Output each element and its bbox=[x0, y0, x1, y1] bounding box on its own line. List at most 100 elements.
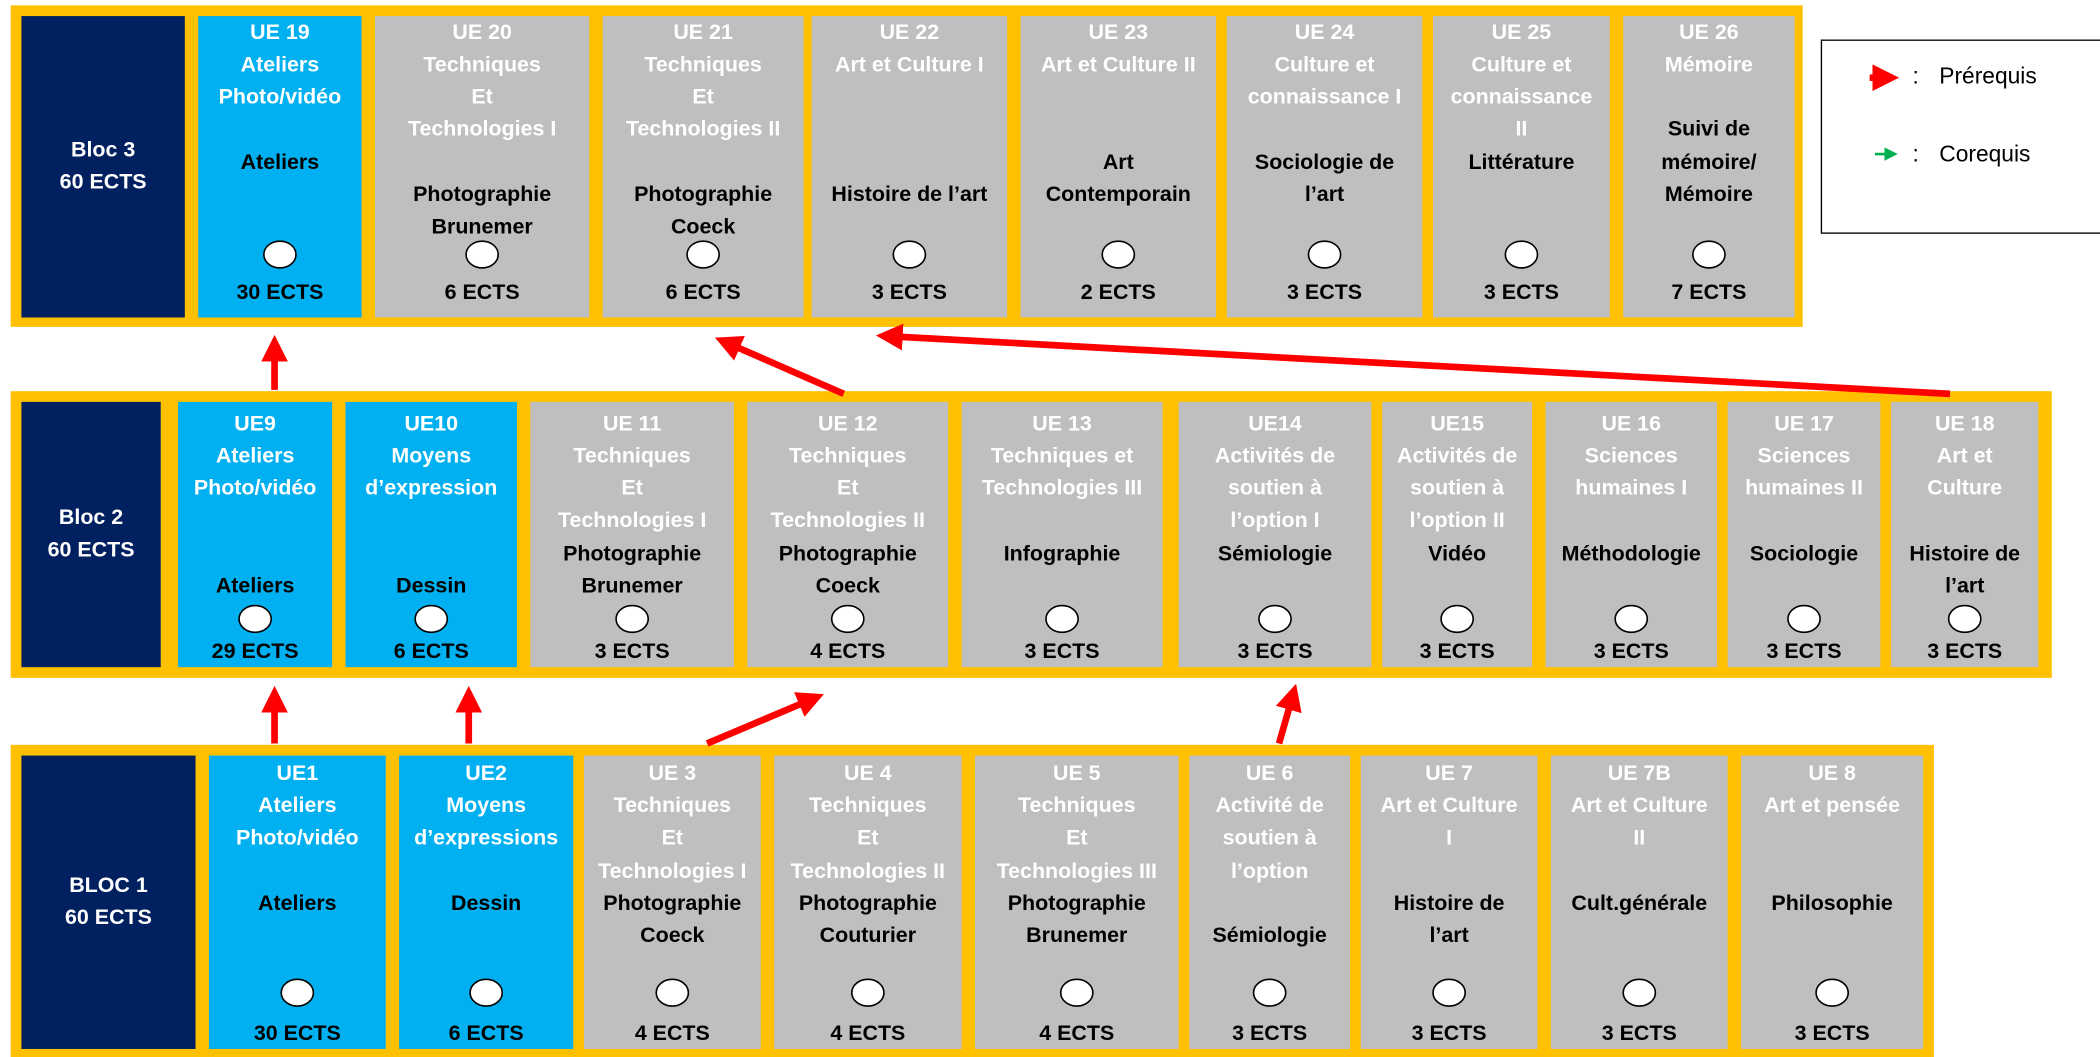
unit-status-circle bbox=[686, 240, 720, 269]
unit-title: Art et Culture bbox=[1571, 793, 1708, 817]
unit-title: Sciences bbox=[1758, 443, 1851, 467]
bloc-ects: 60 ECTS bbox=[48, 537, 135, 561]
unit-status-circle bbox=[1504, 240, 1539, 269]
unit-code: UE 21 bbox=[673, 20, 733, 44]
unit-subject: Photographie bbox=[413, 182, 551, 206]
unit-subject: Ateliers bbox=[258, 891, 337, 915]
unit-title: Ateliers bbox=[216, 443, 295, 467]
unit-ects: 3 ECTS bbox=[1767, 639, 1842, 663]
unit-title: Et bbox=[1066, 825, 1087, 849]
unit-title: Ateliers bbox=[258, 793, 337, 817]
unit-title: d’expression bbox=[365, 476, 497, 500]
unit-title: Et bbox=[837, 476, 858, 500]
unit-title: connaissance bbox=[1451, 84, 1593, 108]
unit-title: Technologies III bbox=[982, 476, 1142, 500]
unit-title: Mémoire bbox=[1665, 52, 1753, 76]
unit-title: I bbox=[1446, 825, 1452, 849]
unit-code: UE 16 bbox=[1601, 411, 1661, 435]
unit-title: Ateliers bbox=[241, 52, 320, 76]
bloc: BLOC 1 60 ECTS UE1 Ateliers Photo/vidéo Ateli… bbox=[10, 744, 1934, 1057]
bloc: Bloc 3 60 ECTS UE 19 Ateliers Photo/vidéo Ate… bbox=[10, 5, 1803, 327]
unit-title: Activité de bbox=[1215, 793, 1323, 817]
unit-code: UE 3 bbox=[649, 761, 697, 785]
unit-title: Techniques bbox=[614, 793, 732, 817]
unit-ects: 4 ECTS bbox=[635, 1021, 710, 1045]
unit-subject: Cult.générale bbox=[1571, 891, 1707, 915]
unit-title: Art et pensée bbox=[1764, 793, 1900, 817]
unit-subject: Suivi de bbox=[1668, 117, 1750, 141]
unit-subject: Sociologie de bbox=[1255, 150, 1394, 174]
bloc-label-box bbox=[21, 16, 185, 318]
unit-ects: 7 ECTS bbox=[1671, 280, 1746, 304]
unit-subject: Littérature bbox=[1468, 150, 1574, 174]
unit-subject: Couturier bbox=[820, 923, 917, 947]
unit-subject: Coeck bbox=[640, 923, 704, 947]
unit-status-circle bbox=[892, 240, 927, 269]
legend-separator: : bbox=[1913, 140, 1919, 166]
unit-code: UE 13 bbox=[1032, 411, 1092, 435]
unit-status-circle bbox=[1947, 604, 1982, 634]
unit-title: Art et Culture bbox=[1381, 793, 1518, 817]
unit-subject: Vidéo bbox=[1428, 541, 1486, 565]
unit-code: UE 20 bbox=[452, 20, 512, 44]
unit-ects: 3 ECTS bbox=[1025, 639, 1100, 663]
unit-subject: Art bbox=[1103, 150, 1134, 174]
unit-status-circle bbox=[1059, 978, 1094, 1007]
unit-title: Techniques bbox=[1018, 793, 1136, 817]
unit-title: soutien à bbox=[1410, 476, 1504, 500]
unit-title: Activités de bbox=[1397, 443, 1517, 467]
legend-label: Prérequis bbox=[1939, 63, 2036, 89]
unit-title: Art et Culture II bbox=[1041, 52, 1196, 76]
unit-status-circle bbox=[615, 604, 650, 634]
unit-title: Photo/vidéo bbox=[194, 476, 317, 500]
unit-code: UE 11 bbox=[603, 411, 661, 435]
legend: : Prérequis: Corequis bbox=[1820, 39, 2100, 234]
unit-title: Culture et bbox=[1275, 52, 1375, 76]
unit-subject: l’art bbox=[1945, 573, 1984, 597]
unit-title: Moyens bbox=[391, 443, 471, 467]
unit-status-circle bbox=[414, 604, 449, 634]
unit-title: Et bbox=[471, 84, 492, 108]
prerequisite-arrow bbox=[875, 323, 1951, 398]
bloc-name: Bloc 3 bbox=[71, 137, 135, 161]
unit-code: UE 8 bbox=[1808, 761, 1856, 785]
unit-status-circle bbox=[850, 978, 885, 1007]
unit-title: Technologies I bbox=[558, 508, 706, 532]
unit-status-circle bbox=[1614, 604, 1649, 634]
unit-status-circle bbox=[1692, 240, 1726, 269]
unit-ects: 3 ECTS bbox=[1927, 639, 2002, 663]
unit-code: UE 24 bbox=[1295, 20, 1355, 44]
unit-ects: 6 ECTS bbox=[666, 280, 741, 304]
unit-status-circle bbox=[655, 978, 690, 1007]
unit-title: l’option bbox=[1231, 859, 1308, 883]
unit-code: UE 5 bbox=[1053, 761, 1101, 785]
unit-title: Techniques bbox=[789, 443, 907, 467]
unit-subject: Ateliers bbox=[241, 150, 320, 174]
unit-title: Activités de bbox=[1215, 443, 1335, 467]
prerequisite-arrow bbox=[714, 336, 846, 397]
unit-subject: Histoire de bbox=[1909, 541, 2020, 565]
unit-subject: l’art bbox=[1429, 923, 1468, 947]
prerequisite-arrow bbox=[705, 692, 824, 747]
unit-title: Technologies II bbox=[791, 859, 945, 883]
unit-code: UE 6 bbox=[1246, 761, 1294, 785]
bloc-label-box bbox=[21, 401, 161, 668]
unit-code: UE15 bbox=[1430, 411, 1484, 435]
unit-ects: 4 ECTS bbox=[830, 1021, 905, 1045]
bloc-ects: 60 ECTS bbox=[65, 905, 152, 929]
unit-code: UE9 bbox=[234, 411, 276, 435]
unit-title: soutien à bbox=[1228, 476, 1322, 500]
unit-title: Techniques et bbox=[991, 443, 1133, 467]
unit-title: Technologies II bbox=[626, 117, 780, 141]
unit-subject: Coeck bbox=[671, 214, 735, 238]
unit-subject: Coeck bbox=[816, 573, 880, 597]
unit-ects: 3 ECTS bbox=[1412, 1021, 1487, 1045]
unit-ects: 6 ECTS bbox=[394, 639, 469, 663]
unit-code: UE 7B bbox=[1608, 761, 1671, 785]
unit-ects: 2 ECTS bbox=[1081, 280, 1156, 304]
unit-title: Techniques bbox=[644, 52, 762, 76]
unit-ects: 6 ECTS bbox=[449, 1021, 524, 1045]
legend-separator: : bbox=[1913, 63, 1919, 89]
unit-title: Technologies I bbox=[408, 117, 556, 141]
